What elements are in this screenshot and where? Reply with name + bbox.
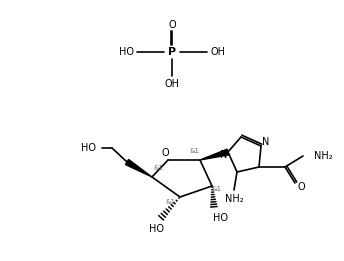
Text: O: O: [168, 20, 176, 30]
Text: HO: HO: [150, 224, 164, 234]
Text: N: N: [262, 137, 270, 147]
Text: &1: &1: [154, 165, 164, 171]
Text: O: O: [297, 182, 305, 192]
Polygon shape: [200, 149, 229, 160]
Text: &1: &1: [165, 199, 175, 205]
Text: HO: HO: [118, 47, 133, 57]
Text: HO: HO: [213, 213, 227, 223]
Text: OH: OH: [164, 79, 180, 89]
Text: O: O: [161, 148, 169, 158]
Text: NH₂: NH₂: [225, 194, 243, 204]
Text: HO: HO: [80, 143, 96, 153]
Text: &1: &1: [190, 148, 200, 154]
Text: N: N: [220, 150, 228, 160]
Text: &1: &1: [212, 186, 222, 192]
Text: P: P: [168, 47, 176, 57]
Text: OH: OH: [211, 47, 226, 57]
Text: NH₂: NH₂: [314, 151, 333, 161]
Polygon shape: [126, 159, 152, 177]
